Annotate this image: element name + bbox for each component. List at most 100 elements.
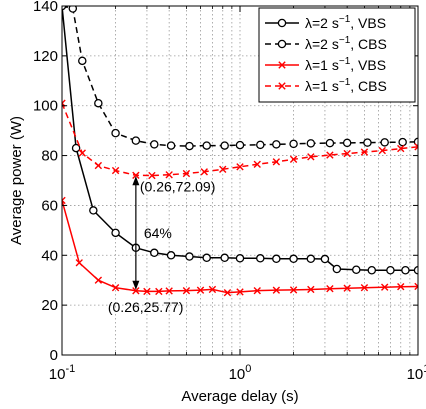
series-3-point <box>223 288 232 297</box>
series-3-point <box>143 287 151 296</box>
y-tick-label: 60 <box>41 197 58 214</box>
series-1 <box>62 6 418 275</box>
series-2-point <box>131 136 141 145</box>
series-4-point <box>182 169 191 178</box>
legend-marker <box>277 39 287 49</box>
legend: λ=2 s−1, VBS λ=2 s−1, CBS λ=1 s−1, VBS λ=1 … <box>258 7 416 103</box>
series-3-point <box>381 283 389 291</box>
series-3-point <box>94 276 103 284</box>
reduction-arrow-head-up <box>132 176 140 186</box>
series-4-point <box>148 171 156 180</box>
series-2-point <box>94 98 103 108</box>
y-axis-label: Average power (W) <box>8 116 25 245</box>
y-tick-label: 100 <box>33 98 58 115</box>
y-tick-label: 20 <box>41 297 58 314</box>
series-3-point <box>132 287 140 295</box>
series-2-point <box>78 56 87 66</box>
series-4-point <box>414 143 418 151</box>
series-1-line <box>62 6 418 271</box>
series-4-point <box>165 171 173 179</box>
series-1-point <box>220 253 229 263</box>
series-4-point <box>397 144 405 153</box>
series-3-point <box>414 282 418 291</box>
series-3-point <box>182 286 191 295</box>
series-4-point <box>326 151 334 159</box>
series-2-point <box>235 140 245 150</box>
series-3-point <box>165 287 173 295</box>
series-2-point <box>220 141 229 150</box>
legend-marker <box>278 82 286 90</box>
series-4-point <box>78 149 86 157</box>
series-2-point <box>306 139 316 148</box>
series-2-point <box>363 138 372 147</box>
series-3-point <box>75 259 83 267</box>
series-4-point <box>132 171 140 179</box>
x-tick-label: 10-1 <box>49 363 75 383</box>
annotation-reduction-percent: 64% <box>144 225 172 241</box>
series-1-point <box>235 254 245 263</box>
series-4-point <box>289 155 298 164</box>
legend-marker <box>277 18 287 28</box>
legend-entry: λ=1 s−1, CBS <box>265 77 387 94</box>
series-1-point <box>150 248 159 258</box>
series-1-point <box>111 228 120 238</box>
series-3-point <box>397 283 405 291</box>
y-tick-label: 80 <box>41 148 58 165</box>
series-1-point <box>401 265 410 275</box>
series-3-point <box>289 286 298 294</box>
legend-label: λ=2 s−1, CBS <box>305 35 387 52</box>
series-4-point <box>94 161 103 170</box>
series-4-point <box>360 148 369 156</box>
series-2 <box>62 6 418 151</box>
x-tick-label: 101 <box>407 363 426 383</box>
series-1-point <box>367 265 377 275</box>
series-2-point <box>398 137 407 147</box>
series-1-point <box>185 252 194 261</box>
series-3-point <box>155 287 163 296</box>
y-tick-label: 0 <box>50 347 58 364</box>
series-4-point <box>307 153 315 161</box>
series-4-point <box>219 165 227 173</box>
series-2-point <box>380 138 389 147</box>
series-3-point <box>343 284 351 292</box>
legend-entry: λ=2 s−1, CBS <box>265 35 387 52</box>
x-tick-label: 100 <box>229 363 252 383</box>
series-4-point <box>272 158 281 166</box>
series-2-point <box>68 6 78 13</box>
series-1-point <box>166 251 176 260</box>
series-3-point <box>253 286 261 295</box>
legend-label: λ=1 s−1, CBS <box>305 77 387 94</box>
series-2-point <box>325 138 335 148</box>
series-1-point <box>89 206 98 215</box>
series-1-point <box>352 265 361 274</box>
series-2-point <box>185 141 194 151</box>
reduction-arrow <box>132 176 140 290</box>
legend-entry: λ=2 s−1, VBS <box>265 14 386 31</box>
y-axis-ticks: 0 20 40 60 80 100 120 140 <box>33 0 418 364</box>
series-3-point <box>360 283 369 292</box>
series-2-line <box>62 6 418 147</box>
annotation-vbs-point: (0.26,25.77) <box>108 299 184 315</box>
y-tick-label: 140 <box>33 0 58 15</box>
annotations: (0.26,72.09) (0.26,25.77) 64% <box>108 178 215 314</box>
series-4-point <box>343 149 351 158</box>
series-1-point <box>289 254 298 264</box>
series-1-point <box>320 254 330 264</box>
series-1-point <box>272 254 281 264</box>
series-3-point <box>111 283 120 292</box>
series-2-point <box>272 140 281 149</box>
legend-label: λ=1 s−1, VBS <box>305 56 386 73</box>
series-3-point <box>236 288 244 296</box>
series-3-point <box>208 285 217 294</box>
y-tick-label: 40 <box>41 247 58 264</box>
series-1-point <box>256 254 265 263</box>
x-axis-label: Average delay (s) <box>181 388 298 405</box>
series-4 <box>62 99 418 180</box>
series-3 <box>62 196 418 297</box>
series-layer <box>62 6 418 297</box>
x-axis-ticks: 10-1 100 101 <box>49 6 426 383</box>
series-2-point <box>166 141 176 150</box>
series-2-point <box>150 140 159 149</box>
annotation-cbs-point: (0.26,72.09) <box>140 178 216 194</box>
